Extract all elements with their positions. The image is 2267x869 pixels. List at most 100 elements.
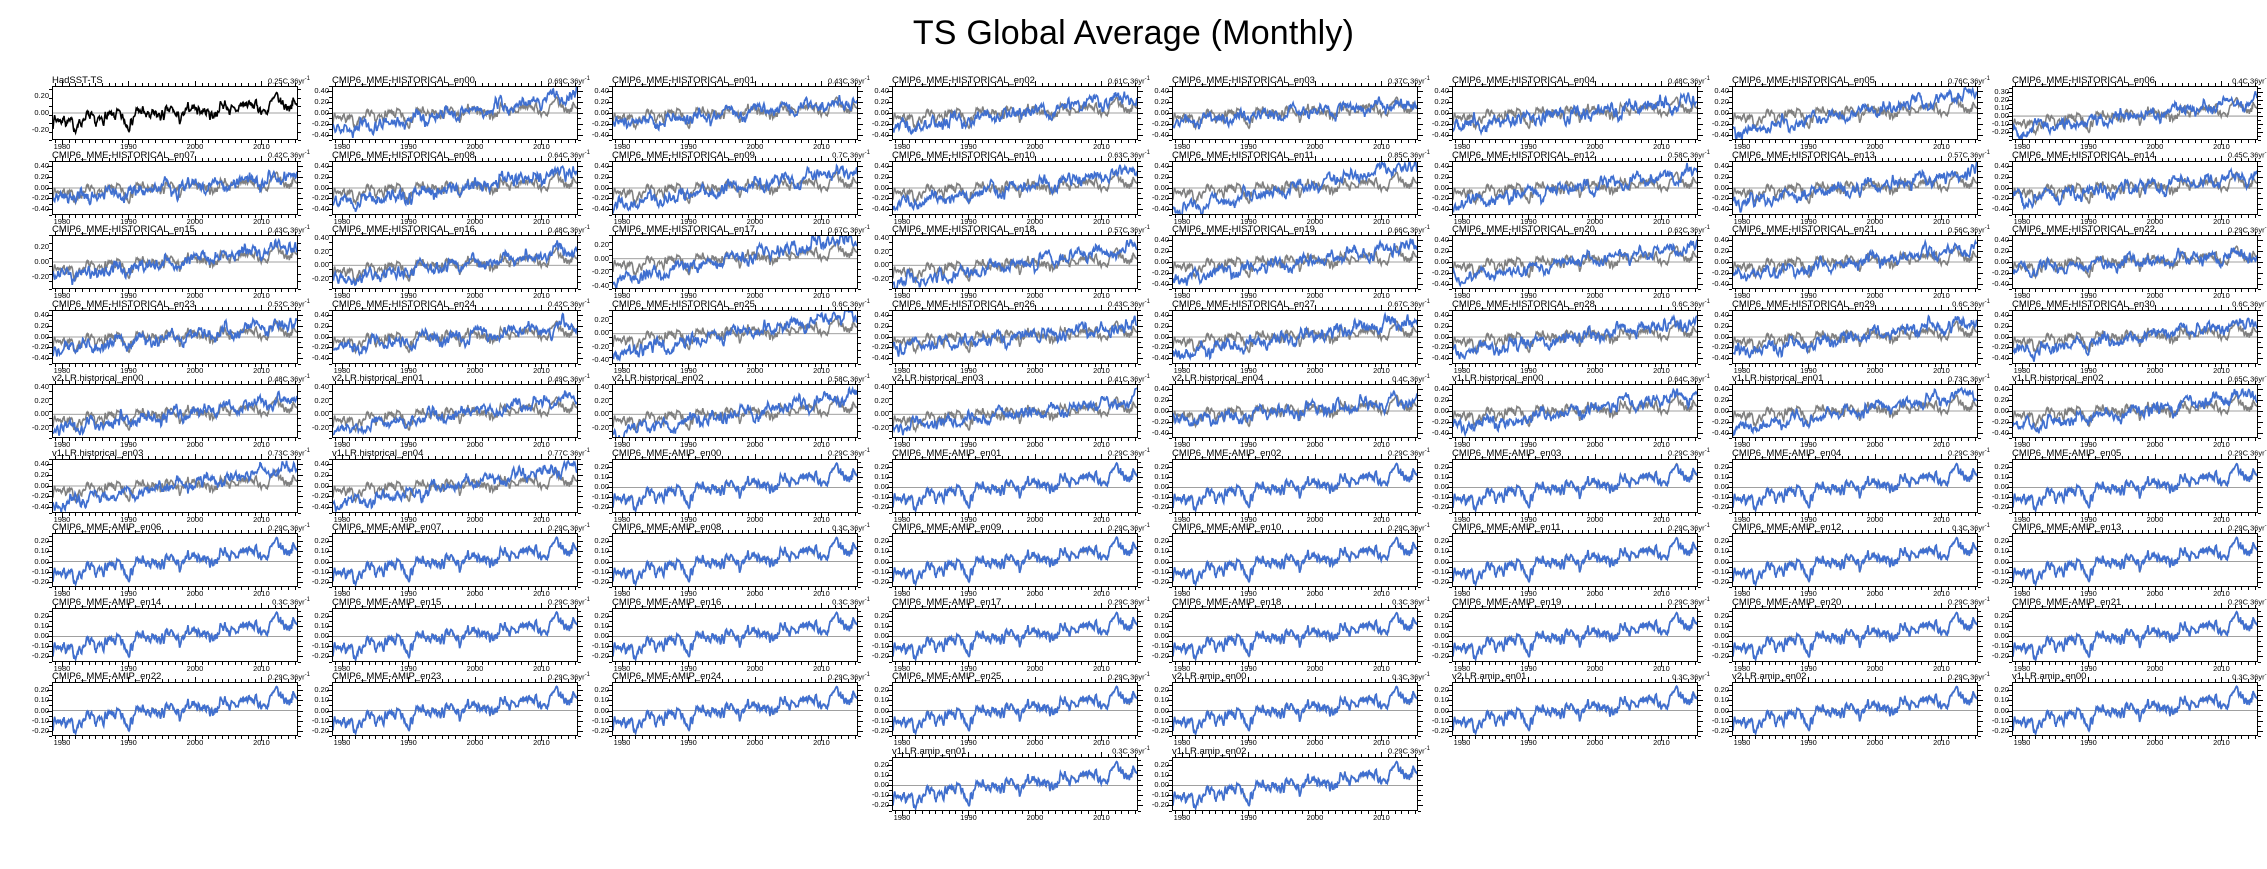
y-tick-label: 0.40	[1714, 160, 1729, 170]
x-tick-mark	[961, 140, 963, 143]
x-tick-mark	[955, 289, 957, 292]
x-tick-mark	[2068, 438, 2070, 441]
x-tick-mark	[1381, 289, 1383, 294]
x-tick-mark	[1261, 214, 1263, 218]
y-tick-label: 0.40	[594, 382, 609, 392]
x-tick-mark	[68, 438, 70, 441]
x-tick-mark	[1821, 289, 1823, 292]
y-tick-label: 0.00	[1994, 257, 2009, 266]
x-tick-mark	[1801, 214, 1803, 218]
x-tick-mark	[1648, 140, 1650, 143]
x-tick-mark	[948, 214, 950, 218]
y-tick-label: 0.00	[1994, 111, 2009, 121]
x-tick-mark	[808, 140, 810, 143]
x-tick-mark	[735, 140, 736, 143]
x-tick-mark	[841, 140, 843, 143]
x-tick-mark	[221, 140, 223, 143]
x-tick-mark	[2108, 438, 2110, 441]
x-tick-mark	[2214, 140, 2216, 143]
x-tick-mark	[1808, 438, 1810, 443]
panel-title: CMIP6_MME-HISTORICAL_en20	[1452, 224, 1595, 235]
x-tick-mark	[1641, 438, 1643, 441]
x-tick-mark	[355, 214, 357, 218]
y-tick-mark	[1729, 363, 1732, 365]
y-tick-mark	[2258, 160, 2261, 162]
x-tick-mark	[161, 438, 163, 441]
x-tick-mark	[1528, 140, 1530, 145]
y-tick-mark	[2258, 272, 2263, 274]
y-axis-labels: 0.40 0.20 0.00 -0.20 -0.40	[1136, 86, 1169, 140]
x-tick-mark	[428, 363, 430, 367]
x-tick-mark	[1681, 140, 1683, 143]
panel-header: CMIP6_MME-HISTORICAL_en28 0.6C 36yr-1	[1452, 298, 1710, 310]
x-tick-mark	[161, 289, 163, 292]
x-tick-mark	[75, 512, 77, 516]
x-tick-mark	[2248, 214, 2250, 218]
x-tick-mark	[1775, 438, 1777, 441]
x-tick-mark	[1321, 363, 1323, 367]
x-tick-mark	[368, 289, 370, 292]
x-tick-mark	[288, 140, 290, 143]
x-tick-mark	[648, 140, 650, 143]
x-tick-mark	[241, 214, 243, 218]
x-tick-mark	[1661, 289, 1663, 294]
x-tick-mark	[1334, 363, 1336, 367]
x-tick-mark	[1121, 214, 1123, 218]
x-tick-mark	[1041, 363, 1043, 367]
panel-grid: HadSST-TS 0.25C 36yr-1 0.20 0.00 -0.20 1980 19…	[16, 74, 2267, 864]
x-tick-mark	[968, 289, 970, 294]
x-tick-mark	[1668, 289, 1670, 292]
y-tick-label: -0.40	[1711, 427, 1729, 437]
x-tick-mark	[188, 512, 190, 516]
x-tick-mark	[1874, 140, 1876, 145]
x-tick-mark	[55, 289, 57, 292]
x-tick-mark	[1068, 214, 1070, 218]
panel-title: CMIP6_MME-HISTORICAL_en30	[2012, 298, 2155, 310]
x-tick-mark	[341, 140, 343, 145]
y-tick-mark	[2258, 309, 2261, 311]
x-tick-mark	[115, 438, 117, 441]
x-tick-mark	[2154, 140, 2156, 145]
x-tick-mark	[1594, 363, 1596, 369]
x-tick-mark	[1508, 214, 1510, 218]
x-tick-mark	[1461, 140, 1463, 145]
x-tick-mark	[1321, 140, 1323, 143]
x-tick-mark	[221, 363, 223, 367]
x-tick-mark	[1028, 140, 1030, 143]
y-tick-label: 0.00	[1154, 257, 1169, 266]
x-tick-mark	[1188, 363, 1190, 367]
y-tick-label: 0.40	[1154, 160, 1169, 170]
x-tick-mark	[75, 363, 77, 367]
x-tick-mark	[788, 363, 790, 367]
x-tick-mark	[975, 140, 977, 143]
x-tick-mark	[2188, 140, 2190, 143]
x-tick-mark	[1648, 438, 1650, 441]
x-tick-mark	[721, 438, 723, 441]
x-tick-mark	[1841, 289, 1843, 292]
x-tick-mark	[2208, 140, 2210, 143]
x-tick-mark	[1908, 363, 1910, 367]
y-axis-ticks-right	[2258, 384, 2263, 439]
y-tick-mark	[2258, 124, 2263, 126]
x-tick-mark	[1594, 214, 1596, 220]
x-tick-mark	[788, 140, 790, 143]
y-tick-label: -0.40	[871, 129, 889, 139]
x-tick-mark	[128, 512, 130, 518]
x-tick-mark	[1481, 438, 1483, 441]
y-tick-label: 0.20	[34, 91, 49, 101]
x-tick-mark	[1314, 214, 1316, 220]
x-tick-mark	[1015, 438, 1016, 441]
x-tick-mark	[428, 214, 430, 218]
x-tick-mark	[808, 214, 810, 218]
x-tick-mark	[421, 214, 423, 218]
y-tick-mark	[329, 363, 332, 365]
x-tick-mark	[375, 289, 377, 292]
y-tick-label: -0.20	[1711, 193, 1729, 203]
x-tick-mark	[261, 289, 263, 294]
x-tick-mark	[1368, 140, 1370, 143]
x-tick-mark	[688, 438, 690, 443]
x-tick-mark	[1881, 438, 1883, 441]
y-tick-label: -0.40	[31, 502, 49, 512]
x-tick-mark	[1488, 140, 1490, 143]
x-tick-mark	[274, 363, 276, 367]
